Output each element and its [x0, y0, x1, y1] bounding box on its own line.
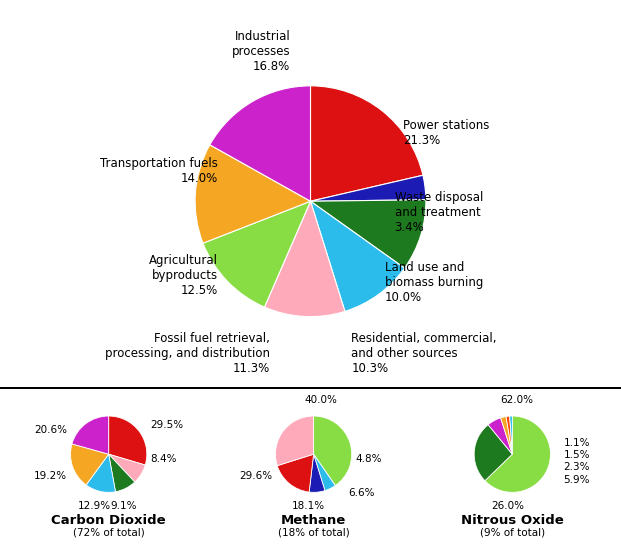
Text: Residential, commercial,
and other sources
10.3%: Residential, commercial, and other sourc…: [351, 332, 497, 375]
Wedge shape: [72, 416, 109, 454]
Wedge shape: [71, 444, 109, 485]
Text: 26.0%: 26.0%: [491, 500, 524, 510]
Text: Land use and
biomass burning
10.0%: Land use and biomass burning 10.0%: [385, 261, 484, 304]
Wedge shape: [488, 418, 512, 454]
Wedge shape: [109, 416, 147, 465]
Wedge shape: [501, 416, 512, 454]
Text: (72% of total): (72% of total): [73, 528, 145, 537]
Text: Carbon Dioxide: Carbon Dioxide: [52, 514, 166, 527]
Text: Transportation fuels
14.0%: Transportation fuels 14.0%: [101, 158, 218, 186]
Text: Nitrous Oxide: Nitrous Oxide: [461, 514, 564, 527]
Text: 62.0%: 62.0%: [501, 395, 533, 405]
Wedge shape: [310, 200, 426, 268]
Wedge shape: [309, 454, 325, 492]
Text: 29.5%: 29.5%: [150, 420, 183, 430]
Text: 1.5%: 1.5%: [564, 450, 590, 460]
Wedge shape: [195, 145, 310, 243]
Text: 4.8%: 4.8%: [355, 454, 382, 464]
Text: Methane: Methane: [281, 514, 347, 527]
Wedge shape: [210, 86, 310, 201]
Text: (9% of total): (9% of total): [480, 528, 545, 537]
Text: 1.1%: 1.1%: [564, 438, 590, 448]
Wedge shape: [277, 454, 314, 492]
Wedge shape: [109, 454, 145, 482]
Text: 18.1%: 18.1%: [292, 500, 325, 510]
Wedge shape: [314, 454, 335, 491]
Wedge shape: [310, 176, 426, 201]
Text: 2.3%: 2.3%: [564, 462, 590, 472]
Wedge shape: [203, 201, 310, 307]
Wedge shape: [109, 454, 135, 492]
Text: 12.9%: 12.9%: [78, 500, 111, 510]
Text: 5.9%: 5.9%: [564, 475, 590, 485]
Wedge shape: [86, 454, 116, 492]
Text: 6.6%: 6.6%: [348, 489, 374, 498]
Text: (18% of total): (18% of total): [278, 528, 350, 537]
Wedge shape: [510, 416, 512, 454]
Text: Industrial
processes
16.8%: Industrial processes 16.8%: [232, 30, 290, 73]
Wedge shape: [506, 416, 512, 454]
Text: 29.6%: 29.6%: [239, 471, 272, 481]
Wedge shape: [310, 201, 404, 311]
Text: 8.4%: 8.4%: [150, 454, 177, 464]
Text: Power stations
21.3%: Power stations 21.3%: [403, 120, 489, 148]
Text: 40.0%: 40.0%: [304, 395, 337, 405]
Text: Agricultural
byproducts
12.5%: Agricultural byproducts 12.5%: [149, 254, 218, 297]
Text: 20.6%: 20.6%: [34, 425, 67, 435]
Wedge shape: [485, 416, 550, 492]
Wedge shape: [276, 416, 314, 466]
Wedge shape: [314, 416, 351, 486]
Text: Fossil fuel retrieval,
processing, and distribution
11.3%: Fossil fuel retrieval, processing, and d…: [105, 332, 270, 375]
Text: Waste disposal
and treatment
3.4%: Waste disposal and treatment 3.4%: [395, 191, 483, 234]
Wedge shape: [265, 201, 345, 316]
Wedge shape: [310, 86, 423, 201]
Text: 9.1%: 9.1%: [110, 500, 137, 510]
Text: 19.2%: 19.2%: [34, 471, 67, 481]
Wedge shape: [474, 425, 512, 481]
